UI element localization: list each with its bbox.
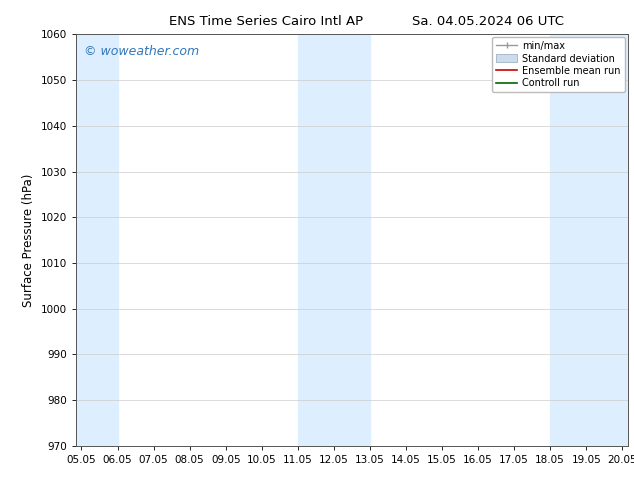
Bar [76,34,117,446]
Bar [298,34,370,446]
Bar [550,34,628,446]
Text: © woweather.com: © woweather.com [84,45,200,58]
Y-axis label: Surface Pressure (hPa): Surface Pressure (hPa) [22,173,36,307]
Legend: min/max, Standard deviation, Ensemble mean run, Controll run: min/max, Standard deviation, Ensemble me… [492,37,624,92]
Text: Sa. 04.05.2024 06 UTC: Sa. 04.05.2024 06 UTC [412,15,564,28]
Text: ENS Time Series Cairo Intl AP: ENS Time Series Cairo Intl AP [169,15,363,28]
